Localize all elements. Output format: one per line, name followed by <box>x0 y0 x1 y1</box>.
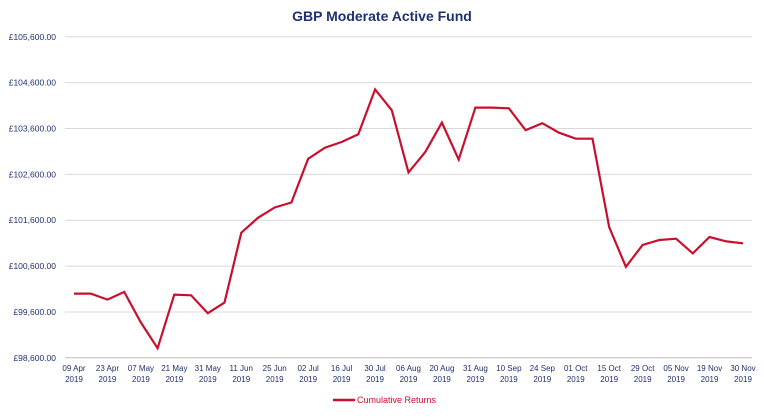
y-tick-label: £100,600.00 <box>9 261 57 271</box>
x-tick-year: 2019 <box>500 375 518 384</box>
x-tick-label: 07 May <box>128 364 154 373</box>
x-tick-year: 2019 <box>600 375 618 384</box>
x-tick-label: 06 Aug <box>396 364 421 373</box>
y-axis-labels: £98,600.00 £99,600.00 £100,600.00 £101,600.… <box>9 32 57 363</box>
y-tick-label: £103,600.00 <box>9 124 57 134</box>
legend[interactable]: Cumulative Returns <box>333 395 437 405</box>
y-tick-label: £99,600.00 <box>13 307 56 317</box>
x-tick-label: 11 Jun <box>230 364 253 373</box>
x-tick-label: 05 Nov <box>663 364 688 373</box>
legend-label: Cumulative Returns <box>357 395 437 405</box>
x-tick-label: 16 Jul <box>331 364 353 373</box>
y-tick-label: £102,600.00 <box>9 169 57 179</box>
y-tick-label: £98,600.00 <box>13 353 56 363</box>
x-tick-year: 2019 <box>667 375 685 384</box>
x-tick-year: 2019 <box>132 375 150 384</box>
x-tick-year: 2019 <box>99 375 117 384</box>
series-layer <box>74 87 744 351</box>
x-tick-label: 19 Nov <box>697 364 722 373</box>
gridlines <box>65 36 752 359</box>
x-tick-year: 2019 <box>701 375 719 384</box>
x-tick-label: 09 Apr <box>62 364 85 373</box>
x-tick-label: 21 May <box>161 364 187 373</box>
x-tick-label: 25 Jun <box>263 364 287 373</box>
x-axis-labels: 09 Apr 2019 23 Apr 2019 07 May 2019 21 May 2019… <box>62 364 755 384</box>
x-tick-label: 15 Oct <box>597 364 621 373</box>
x-tick-year: 2019 <box>567 375 585 384</box>
y-tick-label: £101,600.00 <box>9 215 57 225</box>
x-tick-label: 30 Jul <box>364 364 386 373</box>
x-tick-label: 29 Oct <box>631 364 655 373</box>
x-tick-label: 31 Aug <box>463 364 488 373</box>
x-tick-year: 2019 <box>199 375 217 384</box>
x-tick-label: 01 Oct <box>564 364 588 373</box>
x-tick-year: 2019 <box>266 375 284 384</box>
x-tick-year: 2019 <box>467 375 485 384</box>
series-line-cumulative-returns <box>74 87 744 351</box>
x-tick-year: 2019 <box>734 375 752 384</box>
chart-title: GBP Moderate Active Fund <box>292 8 472 24</box>
x-tick-year: 2019 <box>433 375 451 384</box>
y-tick-label: £104,600.00 <box>9 78 57 88</box>
x-tick-label: 31 May <box>195 364 221 373</box>
x-tick-year: 2019 <box>400 375 418 384</box>
x-tick-year: 2019 <box>533 375 551 384</box>
x-tick-label: 30 Nov <box>730 364 755 373</box>
y-tick-label: £105,600.00 <box>9 32 57 42</box>
x-tick-label: 23 Apr <box>96 364 119 373</box>
x-tick-year: 2019 <box>65 375 83 384</box>
x-tick-label: 24 Sep <box>530 364 556 373</box>
x-tick-year: 2019 <box>232 375 250 384</box>
x-tick-year: 2019 <box>366 375 384 384</box>
x-tick-label: 20 Aug <box>429 364 454 373</box>
x-tick-year: 2019 <box>333 375 351 384</box>
x-tick-label: 02 Jul <box>297 364 319 373</box>
x-tick-year: 2019 <box>299 375 317 384</box>
x-tick-year: 2019 <box>165 375 183 384</box>
x-tick-label: 10 Sep <box>496 364 522 373</box>
x-tick-year: 2019 <box>634 375 652 384</box>
